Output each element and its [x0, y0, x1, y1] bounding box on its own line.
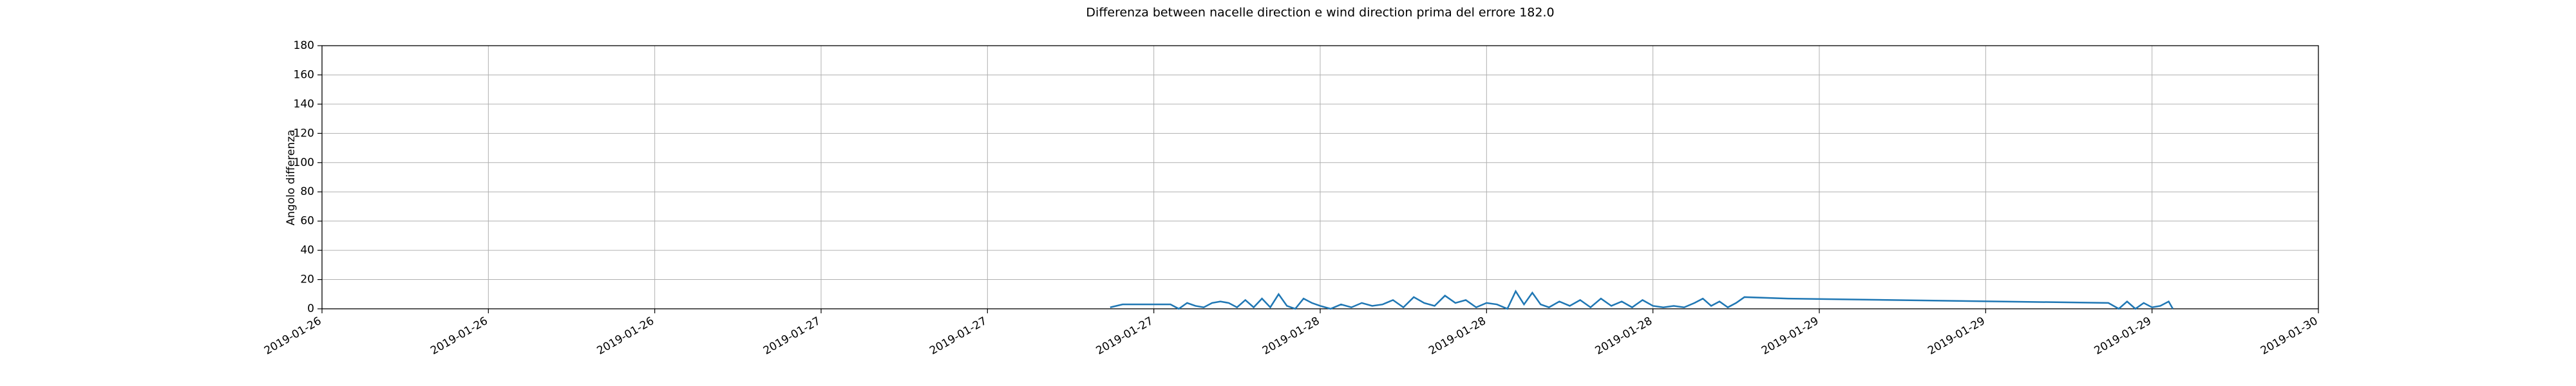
plot-frame	[321, 45, 2319, 309]
y-tick-label: 0	[307, 302, 314, 315]
x-tick-label: 2019-01-27	[927, 315, 989, 358]
chart-title: Differenza between nacelle direction e w…	[1086, 6, 1554, 20]
x-tick-label: 2019-01-27	[761, 315, 823, 358]
y-tick-label: 180	[294, 39, 314, 52]
y-tick-label: 160	[294, 68, 314, 81]
y-tick-label: 120	[294, 127, 314, 140]
x-tick-label: 2019-01-29	[1759, 315, 1821, 358]
x-tick-label: 2019-01-29	[2092, 315, 2154, 358]
x-tick-label: 2019-01-28	[1260, 315, 1322, 358]
x-tick-label: 2019-01-30	[2259, 315, 2320, 358]
data-line	[1110, 290, 2174, 310]
y-tick-label: 80	[300, 185, 314, 198]
y-axis-label: Angolo differenza	[285, 130, 298, 226]
x-tick-label: 2019-01-26	[428, 315, 490, 358]
x-tick-label: 2019-01-27	[1094, 315, 1156, 358]
x-tick-label: 2019-01-29	[1926, 315, 1987, 358]
x-tick-label: 2019-01-28	[1426, 315, 1488, 358]
y-tick-label: 140	[294, 98, 314, 111]
x-tick-label: 2019-01-28	[1593, 315, 1655, 358]
y-tick-label: 100	[294, 156, 314, 169]
y-tick-label: 60	[300, 215, 314, 228]
x-tick-label: 2019-01-26	[595, 315, 657, 358]
y-tick-label: 40	[300, 244, 314, 257]
y-tick-label: 20	[300, 273, 314, 286]
x-tick-label: 2019-01-26	[262, 315, 324, 358]
